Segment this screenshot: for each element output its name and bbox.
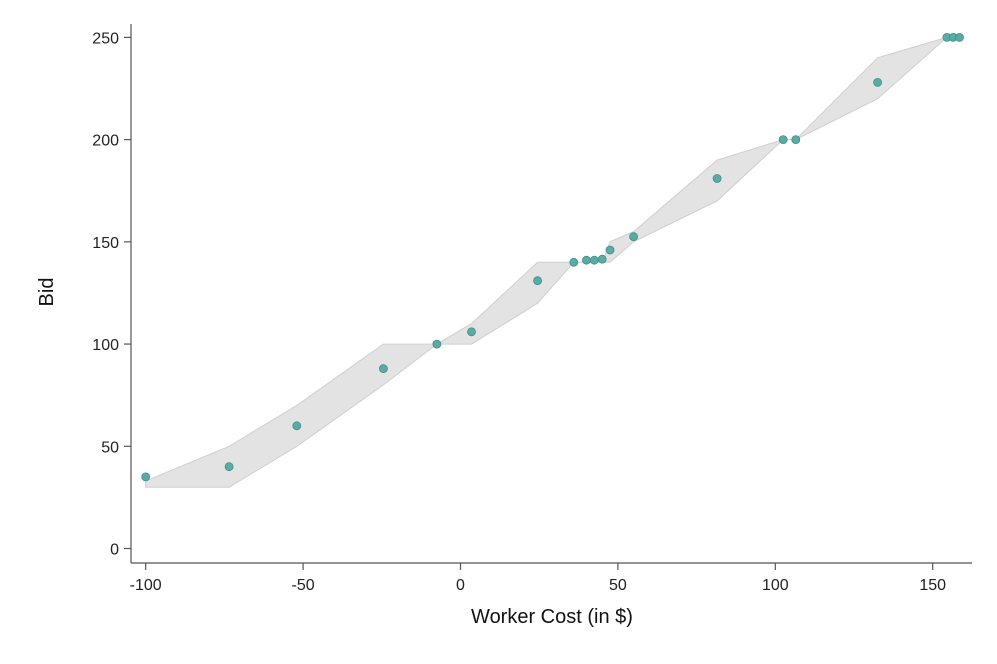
scatter-point	[778, 135, 788, 145]
scatter-point	[224, 462, 234, 472]
x-tick-label: -100	[130, 577, 162, 594]
scatter-point	[569, 257, 579, 267]
x-tick-label: 0	[456, 577, 465, 594]
y-tick-label: 250	[92, 30, 119, 47]
scatter-point	[292, 421, 302, 431]
y-axis-title: Bid	[36, 278, 58, 307]
x-tick-label: 50	[609, 577, 627, 594]
scatter-point	[629, 232, 638, 242]
scatter-point	[582, 255, 591, 265]
x-tick-label: 150	[919, 577, 946, 594]
scatter-point	[589, 255, 599, 265]
x-tick-label: -50	[292, 577, 315, 594]
scatter-point	[873, 78, 882, 87]
scatter-point	[791, 135, 801, 145]
y-tick-label: 50	[101, 439, 119, 456]
y-tick-label: 150	[92, 235, 119, 252]
scatter-point	[712, 174, 722, 183]
x-ticks: -100 -50 0 50 100 150	[130, 563, 946, 594]
scatter-point	[597, 254, 607, 264]
scatter-point	[955, 33, 964, 42]
scatter-point	[378, 364, 388, 374]
confidence-band-layer	[145, 36, 948, 488]
y-ticks: 0 50 100 150 200 250	[92, 30, 131, 559]
scatter-point	[533, 276, 542, 286]
y-tick-label: 200	[92, 133, 119, 150]
y-tick-label: 0	[110, 542, 119, 559]
scatter-point	[605, 245, 615, 255]
x-axis-title: Worker Cost (in $)	[471, 606, 633, 628]
axes	[130, 24, 972, 564]
confidence-band	[145, 36, 948, 488]
scatter-points-layer	[141, 33, 964, 482]
x-tick-label: 100	[762, 577, 789, 594]
scatter-point	[141, 472, 151, 482]
y-tick-label: 100	[92, 337, 119, 354]
scatter-point	[467, 327, 476, 337]
scatter-point	[432, 339, 442, 349]
